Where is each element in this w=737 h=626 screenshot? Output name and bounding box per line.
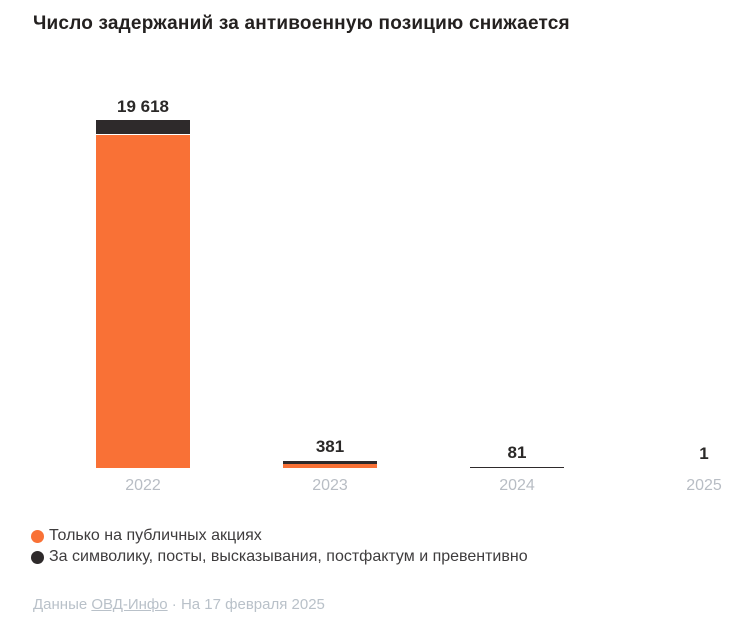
axis-label-2023: 2023 [312, 477, 348, 494]
black-dot-icon [31, 550, 44, 564]
bar-2023 [283, 461, 377, 468]
bar-value-label-2024: 81 [507, 442, 527, 462]
chart-title: Число задержаний за антивоенную позицию … [33, 13, 570, 34]
bar-segment-public-actions [96, 135, 190, 468]
bar-segment-public-actions [283, 464, 377, 468]
bar-segment-symbols-posts [96, 120, 190, 135]
axis-label-2022: 2022 [125, 477, 161, 494]
bar-segment-symbols-posts [470, 466, 564, 468]
axis-label-2024: 2024 [499, 477, 535, 494]
source-link[interactable]: ОВД-Инфо [91, 596, 168, 613]
bar-value-label-2025: 1 [699, 443, 709, 463]
source-note: Данные ОВД-Инфо · На 17 февраля 2025 [33, 596, 325, 613]
orange-dot-icon [31, 529, 44, 543]
legend-item-public-actions: Только на публичных акциях [31, 526, 528, 546]
source-suffix: На 17 февраля 2025 [176, 596, 325, 613]
legend-label: Только на публичных акциях [49, 527, 262, 544]
bar-segment-symbols-posts [283, 461, 377, 465]
legend: Только на публичных акциях За символику,… [31, 526, 528, 568]
source-sep-dot: · [171, 596, 177, 613]
legend-label: За символику, посты, высказывания, постф… [49, 548, 528, 565]
bar-2024 [470, 466, 564, 468]
bar-value-label-2022: 19 618 [117, 97, 169, 116]
bar-2022 [96, 120, 190, 468]
source-prefix: Данные [33, 596, 92, 613]
axis-label-2025: 2025 [686, 477, 722, 494]
legend-item-symbols-posts: За символику, посты, высказывания, постф… [31, 547, 528, 567]
bar-value-label-2023: 381 [315, 437, 345, 457]
